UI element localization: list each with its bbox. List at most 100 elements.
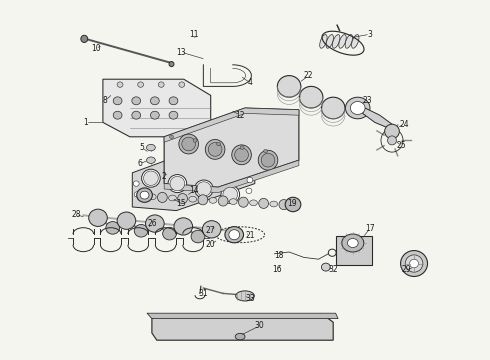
Ellipse shape	[321, 263, 330, 271]
Ellipse shape	[138, 82, 144, 87]
Ellipse shape	[81, 35, 88, 42]
Ellipse shape	[235, 148, 248, 162]
Ellipse shape	[137, 191, 147, 201]
Ellipse shape	[150, 97, 159, 105]
Ellipse shape	[89, 209, 107, 226]
Text: 16: 16	[272, 266, 282, 275]
Ellipse shape	[113, 111, 122, 119]
Ellipse shape	[264, 149, 268, 153]
Text: 23: 23	[363, 96, 372, 105]
Polygon shape	[103, 79, 211, 137]
Polygon shape	[336, 236, 372, 265]
Ellipse shape	[147, 157, 155, 163]
Text: 6: 6	[137, 159, 142, 168]
Text: 15: 15	[176, 199, 186, 208]
Ellipse shape	[140, 191, 149, 199]
Ellipse shape	[259, 198, 269, 208]
Ellipse shape	[196, 182, 211, 196]
Ellipse shape	[134, 192, 140, 197]
Text: 18: 18	[274, 251, 284, 260]
Polygon shape	[164, 108, 299, 187]
Ellipse shape	[345, 97, 370, 119]
Ellipse shape	[191, 230, 205, 243]
Ellipse shape	[326, 35, 334, 48]
Text: 11: 11	[189, 30, 198, 39]
Ellipse shape	[169, 111, 178, 119]
Polygon shape	[363, 108, 392, 130]
Ellipse shape	[229, 230, 240, 240]
Ellipse shape	[410, 259, 418, 268]
Ellipse shape	[246, 188, 252, 194]
Text: 1: 1	[83, 118, 88, 127]
Ellipse shape	[218, 196, 228, 206]
Ellipse shape	[247, 177, 253, 183]
Ellipse shape	[137, 188, 152, 202]
Text: 25: 25	[397, 141, 407, 150]
Ellipse shape	[405, 255, 423, 272]
Ellipse shape	[249, 200, 257, 206]
Polygon shape	[132, 144, 255, 211]
Ellipse shape	[106, 222, 120, 234]
Ellipse shape	[270, 201, 278, 207]
Ellipse shape	[198, 195, 208, 205]
Ellipse shape	[258, 150, 278, 170]
Ellipse shape	[285, 197, 301, 212]
Text: 28: 28	[71, 210, 81, 219]
Ellipse shape	[321, 97, 345, 119]
Ellipse shape	[235, 333, 245, 340]
Ellipse shape	[179, 82, 185, 87]
Ellipse shape	[133, 181, 139, 186]
Ellipse shape	[319, 35, 327, 48]
Ellipse shape	[261, 153, 275, 167]
Polygon shape	[164, 108, 299, 142]
Ellipse shape	[351, 35, 359, 48]
Ellipse shape	[221, 185, 240, 203]
Text: 20: 20	[206, 240, 216, 249]
Text: 29: 29	[402, 266, 412, 275]
Ellipse shape	[209, 198, 217, 203]
Text: 24: 24	[399, 120, 409, 129]
Polygon shape	[164, 160, 299, 193]
Text: 17: 17	[365, 224, 375, 233]
Ellipse shape	[168, 175, 187, 193]
Text: 33: 33	[245, 294, 255, 303]
Ellipse shape	[195, 180, 213, 198]
Text: 5: 5	[140, 143, 145, 152]
Text: 10: 10	[91, 44, 100, 53]
Ellipse shape	[236, 291, 254, 301]
Ellipse shape	[144, 171, 158, 185]
Text: 4: 4	[247, 78, 252, 87]
Ellipse shape	[290, 202, 298, 208]
Text: 31: 31	[198, 289, 208, 298]
Ellipse shape	[388, 136, 396, 145]
Ellipse shape	[132, 97, 141, 105]
Ellipse shape	[347, 239, 358, 248]
Text: 21: 21	[245, 231, 255, 240]
Polygon shape	[147, 313, 338, 319]
Ellipse shape	[339, 35, 346, 48]
Text: 30: 30	[255, 321, 265, 330]
Ellipse shape	[299, 86, 323, 108]
Ellipse shape	[148, 194, 156, 200]
Ellipse shape	[134, 225, 148, 237]
Ellipse shape	[117, 212, 136, 229]
Ellipse shape	[239, 197, 248, 207]
Ellipse shape	[147, 144, 155, 151]
Ellipse shape	[277, 76, 301, 97]
Text: 22: 22	[304, 71, 314, 80]
Ellipse shape	[113, 97, 122, 105]
Ellipse shape	[193, 139, 197, 142]
Ellipse shape	[163, 228, 176, 240]
Ellipse shape	[342, 234, 364, 252]
Polygon shape	[152, 315, 333, 340]
Ellipse shape	[170, 135, 173, 139]
Ellipse shape	[158, 82, 164, 87]
Ellipse shape	[279, 199, 289, 210]
Text: 2: 2	[162, 172, 167, 181]
Ellipse shape	[142, 169, 160, 187]
Text: 12: 12	[235, 111, 245, 120]
Ellipse shape	[332, 35, 340, 48]
Ellipse shape	[169, 195, 176, 201]
Ellipse shape	[169, 62, 174, 67]
Ellipse shape	[225, 227, 244, 243]
